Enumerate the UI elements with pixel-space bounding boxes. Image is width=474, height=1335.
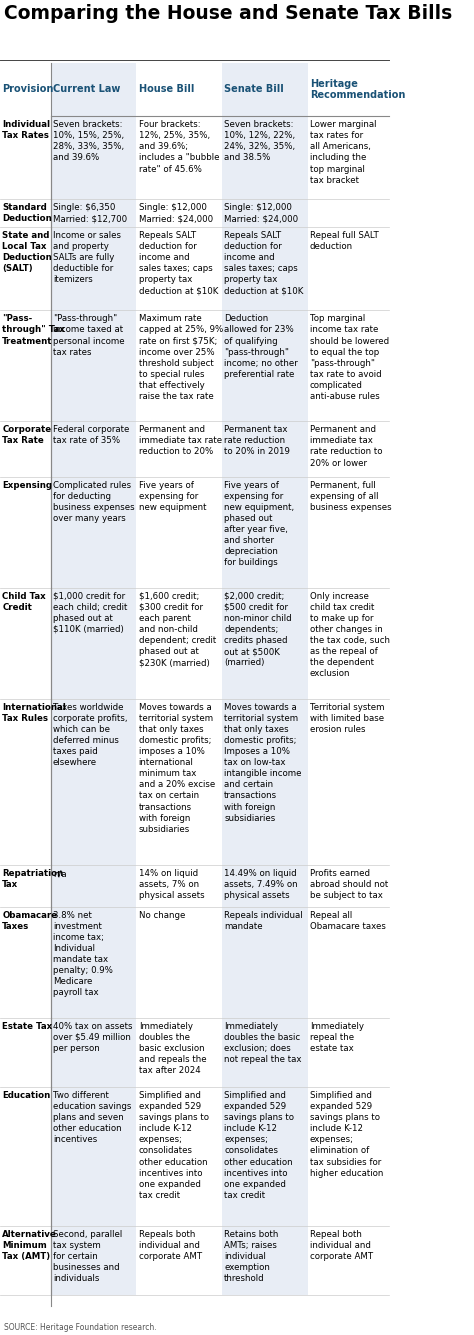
Bar — [51, 1226, 137, 1295]
Text: Repeals SALT
deduction for
income and
sales taxes; caps
property tax
deduction a: Repeals SALT deduction for income and sa… — [224, 231, 304, 295]
Bar — [51, 227, 137, 310]
Text: Repatriation
Tax: Repatriation Tax — [2, 869, 64, 889]
Bar — [51, 116, 137, 199]
Text: $1,600 credit;
$300 credit for
each parent
and non-child
dependent; credit
phase: $1,600 credit; $300 credit for each pare… — [138, 591, 216, 668]
Bar — [222, 422, 308, 477]
Text: Simplified and
expanded 529
savings plans to
include K-12
expenses;
consolidates: Simplified and expanded 529 savings plan… — [224, 1091, 294, 1200]
Text: Seven brackets:
10%, 12%, 22%,
24%, 32%, 35%,
and 38.5%: Seven brackets: 10%, 12%, 22%, 24%, 32%,… — [224, 120, 295, 163]
Text: Expensing: Expensing — [2, 481, 52, 490]
Text: $2,000 credit;
$500 credit for
non-minor child
dependents;
credits phased
out at: $2,000 credit; $500 credit for non-minor… — [224, 591, 292, 668]
Bar — [51, 587, 137, 698]
Text: Education: Education — [2, 1091, 51, 1100]
Text: Provision: Provision — [2, 84, 54, 95]
Text: Estate Tax: Estate Tax — [2, 1021, 53, 1031]
Bar — [51, 1087, 137, 1226]
Text: State and
Local Tax
Deduction
(SALT): State and Local Tax Deduction (SALT) — [2, 231, 52, 274]
Text: Complicated rules
for deducting
business expenses
over many years: Complicated rules for deducting business… — [53, 481, 135, 523]
Text: Four brackets:
12%, 25%, 35%,
and 39.6%;
includes a "bubble
rate" of 45.6%: Four brackets: 12%, 25%, 35%, and 39.6%;… — [138, 120, 219, 174]
Text: Repeal both
individual and
corporate AMT: Repeal both individual and corporate AMT — [310, 1230, 373, 1260]
Text: Two different
education savings
plans and seven
other education
incentives: Two different education savings plans an… — [53, 1091, 131, 1144]
Text: Retains both
AMTs; raises
individual
exemption
threshold: Retains both AMTs; raises individual exe… — [224, 1230, 279, 1283]
Bar — [51, 865, 137, 906]
Text: Permanent tax
rate reduction
to 20% in 2019: Permanent tax rate reduction to 20% in 2… — [224, 426, 290, 457]
Text: SOURCE: Heritage Foundation research.: SOURCE: Heritage Foundation research. — [4, 1323, 156, 1332]
Text: Immediately
doubles the
basic exclusion
and repeals the
tax after 2024: Immediately doubles the basic exclusion … — [138, 1021, 206, 1075]
Text: "Pass-through"
income taxed at
personal income
tax rates: "Pass-through" income taxed at personal … — [53, 314, 125, 356]
Text: Child Tax
Credit: Child Tax Credit — [2, 591, 46, 611]
Text: Profits earned
abroad should not
be subject to tax: Profits earned abroad should not be subj… — [310, 869, 388, 900]
Text: Territorial system
with limited base
erosion rules: Territorial system with limited base ero… — [310, 702, 384, 734]
Text: Heritage
Recommendation: Heritage Recommendation — [310, 79, 405, 100]
Text: Top marginal
income tax rate
should be lowered
to equal the top
"pass-through"
t: Top marginal income tax rate should be l… — [310, 314, 389, 400]
Text: Five years of
expensing for
new equipment: Five years of expensing for new equipmen… — [138, 481, 206, 511]
Bar — [222, 63, 308, 116]
Text: Obamacare
Taxes: Obamacare Taxes — [2, 910, 57, 930]
Text: Single: $12,000
Married: $24,000: Single: $12,000 Married: $24,000 — [138, 203, 213, 223]
Text: Federal corporate
tax rate of 35%: Federal corporate tax rate of 35% — [53, 426, 129, 446]
Bar — [51, 63, 137, 116]
Text: Seven brackets:
10%, 15%, 25%,
28%, 33%, 35%,
and 39.6%: Seven brackets: 10%, 15%, 25%, 28%, 33%,… — [53, 120, 124, 163]
Text: Alternative
Minimum
Tax (AMT): Alternative Minimum Tax (AMT) — [2, 1230, 57, 1260]
Text: Corporate
Tax Rate: Corporate Tax Rate — [2, 426, 52, 446]
Text: Five years of
expensing for
new equipment,
phased out
after year five,
and short: Five years of expensing for new equipmen… — [224, 481, 294, 567]
Text: Single: $6,350
Married: $12,700: Single: $6,350 Married: $12,700 — [53, 203, 127, 223]
Text: Maximum rate
capped at 25%, 9%
rate on first $75K;
income over 25%
threshold sub: Maximum rate capped at 25%, 9% rate on f… — [138, 314, 223, 400]
Text: Immediately
doubles the basic
exclusion; does
not repeal the tax: Immediately doubles the basic exclusion;… — [224, 1021, 302, 1064]
Bar — [51, 477, 137, 587]
Text: Repeals individual
mandate: Repeals individual mandate — [224, 910, 303, 930]
Bar — [222, 1017, 308, 1087]
Text: House Bill: House Bill — [138, 84, 194, 95]
Text: No change: No change — [138, 910, 185, 920]
Bar — [222, 116, 308, 199]
Text: Single: $12,000
Married: $24,000: Single: $12,000 Married: $24,000 — [224, 203, 299, 223]
Text: Income or sales
and property
SALTs are fully
deductible for
itemizers: Income or sales and property SALTs are f… — [53, 231, 121, 284]
Text: Second, parallel
tax system
for certain
businesses and
individuals: Second, parallel tax system for certain … — [53, 1230, 122, 1283]
Text: Moves towards a
territorial system
that only taxes
domestic profits;
Imposes a 1: Moves towards a territorial system that … — [224, 702, 302, 822]
Text: 14.49% on liquid
assets, 7.49% on
physical assets: 14.49% on liquid assets, 7.49% on physic… — [224, 869, 298, 900]
Text: Repeals SALT
deduction for
income and
sales taxes; caps
property tax
deduction a: Repeals SALT deduction for income and sa… — [138, 231, 218, 295]
Bar — [222, 199, 308, 227]
Bar — [51, 199, 137, 227]
Text: Only increase
child tax credit
to make up for
other changes in
the tax code, suc: Only increase child tax credit to make u… — [310, 591, 390, 678]
Text: Taxes worldwide
corporate profits,
which can be
deferred minus
taxes paid
elsewh: Taxes worldwide corporate profits, which… — [53, 702, 128, 768]
Text: Current Law: Current Law — [53, 84, 120, 95]
Bar — [222, 227, 308, 310]
Bar — [222, 1226, 308, 1295]
Text: 3.8% net
investment
income tax;
Individual
mandate tax
penalty; 0.9%
Medicare
pa: 3.8% net investment income tax; Individu… — [53, 910, 113, 997]
Text: Permanent, full
expensing of all
business expenses: Permanent, full expensing of all busines… — [310, 481, 392, 511]
Text: $1,000 credit for
each child; credit
phased out at
$110K (married): $1,000 credit for each child; credit pha… — [53, 591, 128, 634]
Text: Simplified and
expanded 529
savings plans to
include K-12
expenses;
consolidates: Simplified and expanded 529 savings plan… — [138, 1091, 209, 1200]
Text: Repeals both
individual and
corporate AMT: Repeals both individual and corporate AM… — [138, 1230, 202, 1260]
Bar — [51, 906, 137, 1017]
Text: Senate Bill: Senate Bill — [224, 84, 284, 95]
Bar — [51, 698, 137, 865]
Bar — [222, 310, 308, 422]
Text: Immediately
repeal the
estate tax: Immediately repeal the estate tax — [310, 1021, 364, 1053]
Bar — [222, 906, 308, 1017]
Bar — [222, 1087, 308, 1226]
Text: n/a: n/a — [53, 869, 66, 878]
Text: International
Tax Rules: International Tax Rules — [2, 702, 66, 722]
Text: Permanent and
immediate tax rate
reduction to 20%: Permanent and immediate tax rate reducti… — [138, 426, 222, 457]
Bar — [222, 865, 308, 906]
Bar — [222, 587, 308, 698]
Text: Standard
Deduction: Standard Deduction — [2, 203, 52, 223]
Bar — [51, 310, 137, 422]
Text: Simplified and
expanded 529
savings plans to
include K-12
expenses;
elimination : Simplified and expanded 529 savings plan… — [310, 1091, 383, 1177]
Text: 14% on liquid
assets, 7% on
physical assets: 14% on liquid assets, 7% on physical ass… — [138, 869, 204, 900]
Text: Lower marginal
tax rates for
all Americans,
including the
top marginal
tax brack: Lower marginal tax rates for all America… — [310, 120, 376, 184]
Text: Individual
Tax Rates: Individual Tax Rates — [2, 120, 50, 140]
Text: "Pass-
through" Tax
Treatment: "Pass- through" Tax Treatment — [2, 314, 65, 346]
Bar — [222, 698, 308, 865]
Text: Repeal full SALT
deduction: Repeal full SALT deduction — [310, 231, 379, 251]
Bar — [222, 477, 308, 587]
Text: Repeal all
Obamacare taxes: Repeal all Obamacare taxes — [310, 910, 386, 930]
Text: 40% tax on assets
over $5.49 million
per person: 40% tax on assets over $5.49 million per… — [53, 1021, 132, 1053]
Text: Comparing the House and Senate Tax Bills: Comparing the House and Senate Tax Bills — [4, 4, 452, 23]
Bar — [51, 1017, 137, 1087]
Text: Moves towards a
territorial system
that only taxes
domestic profits;
imposes a 1: Moves towards a territorial system that … — [138, 702, 215, 834]
Text: Permanent and
immediate tax
rate reduction to
20% or lower: Permanent and immediate tax rate reducti… — [310, 426, 383, 467]
Bar — [51, 422, 137, 477]
Text: Deduction
allowed for 23%
of qualifying
"pass-through"
income; no other
preferen: Deduction allowed for 23% of qualifying … — [224, 314, 298, 379]
